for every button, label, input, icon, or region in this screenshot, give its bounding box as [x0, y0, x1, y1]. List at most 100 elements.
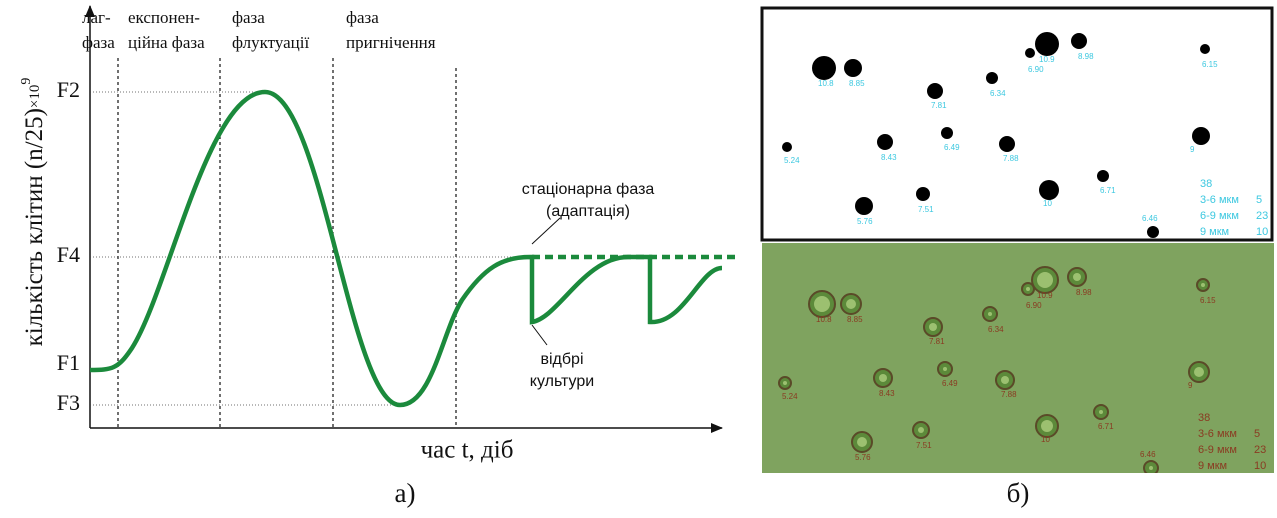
cell-label: 8.98 — [1076, 288, 1092, 297]
y-axis-multiplier: ×10 — [27, 85, 43, 108]
cell-core — [943, 367, 947, 371]
cell-label: 6.71 — [1098, 422, 1114, 431]
cell-label: 10 — [1043, 199, 1052, 208]
cell-label: 6.34 — [988, 325, 1004, 334]
phase-label: лаг- — [82, 8, 111, 27]
cell-core — [814, 296, 830, 312]
legend-range: 3-6 мкм — [1200, 194, 1239, 206]
cell-label: 6.90 — [1028, 65, 1044, 74]
cell-label: 6.90 — [1026, 301, 1042, 310]
cell-label: 5.24 — [784, 156, 800, 165]
stationary-annotation: (адаптація) — [546, 203, 630, 220]
cell-core — [988, 312, 992, 316]
y-axis-exponent: 9 — [19, 78, 34, 85]
cell-core — [1001, 376, 1009, 384]
legend-total: 38 — [1198, 412, 1210, 424]
legend-range: 9 мкм — [1200, 226, 1229, 238]
cell-core — [918, 427, 924, 433]
sampling-annotation: відбрі — [540, 351, 583, 368]
cell — [1025, 48, 1035, 58]
caption: а) — [395, 478, 416, 508]
cell-core — [846, 299, 856, 309]
level-label: F3 — [57, 390, 80, 415]
cell — [844, 59, 862, 77]
phase-label: фаза — [346, 8, 379, 27]
cell-label: 6.34 — [990, 89, 1006, 98]
y-axis-label-main: кількість клітин (n/25) — [21, 108, 48, 346]
cell-label: 10.8 — [818, 79, 834, 88]
cell-label: 7.51 — [916, 441, 932, 450]
phase-label: експонен- — [128, 8, 200, 27]
phase-label: пригнічення — [346, 33, 436, 52]
pointer — [531, 324, 548, 346]
phase-label: фаза — [82, 33, 115, 52]
legend-count: 5 — [1256, 194, 1262, 206]
cell-core — [1149, 466, 1153, 470]
cell-core — [1041, 420, 1053, 432]
cell — [812, 56, 836, 80]
cell-core — [857, 437, 867, 447]
sampling-annotation: культури — [530, 373, 594, 390]
phase-label: ційна фаза — [128, 33, 205, 52]
stationary-annotation: стаціонарна фаза — [522, 181, 655, 198]
cell — [877, 134, 893, 150]
cell-label: 7.81 — [929, 337, 945, 346]
cell-label: 5.76 — [857, 217, 873, 226]
cell — [941, 127, 953, 139]
legend-count: 23 — [1254, 444, 1266, 456]
cell-core — [783, 381, 787, 385]
cell — [1097, 170, 1109, 182]
level-label: F4 — [57, 242, 80, 267]
phase-label: флуктуації — [232, 33, 309, 52]
phase-dividers — [117, 58, 457, 428]
legend-count: 5 — [1254, 428, 1260, 440]
cell-label: 9 — [1188, 381, 1193, 390]
cell-core — [1026, 287, 1030, 291]
cell — [927, 83, 943, 99]
cell-label: 10.9 — [1039, 55, 1055, 64]
cell-label: 6.46 — [1142, 214, 1158, 223]
cell-label: 7.88 — [1001, 390, 1017, 399]
cell — [1035, 32, 1059, 56]
cell-label: 7.51 — [918, 205, 934, 214]
cell-label: 10.9 — [1037, 291, 1053, 300]
growth-curve — [89, 89, 723, 408]
legend-count: 10 — [1254, 460, 1266, 472]
cell-label: 10 — [1041, 435, 1050, 444]
cell — [916, 187, 930, 201]
cell-label: 9 — [1190, 145, 1195, 154]
cell-core — [1073, 273, 1081, 281]
cell — [782, 142, 792, 152]
cell-label: 6.15 — [1200, 296, 1216, 305]
cell-label: 7.88 — [1003, 154, 1019, 163]
cell-core — [879, 374, 887, 382]
cell-label: 8.85 — [849, 79, 865, 88]
cell — [1200, 44, 1210, 54]
legend-range: 6-9 мкм — [1200, 210, 1239, 222]
cell-label: 7.81 — [931, 101, 947, 110]
cell-label: 8.43 — [881, 153, 897, 162]
level-guides — [90, 91, 530, 406]
cell — [855, 197, 873, 215]
cell-label: 6.71 — [1100, 186, 1116, 195]
phase-label: фаза — [232, 8, 265, 27]
cell-label: 6.15 — [1202, 60, 1218, 69]
segmented-image — [760, 6, 1274, 242]
cell-label: 10.8 — [816, 315, 832, 324]
level-label: F1 — [57, 350, 80, 375]
cell — [986, 72, 998, 84]
cell — [1039, 180, 1059, 200]
microscope-image — [762, 243, 1274, 473]
y-axis-label: кількість клітин (n/25)×109 — [19, 78, 48, 347]
legend-range: 3-6 мкм — [1198, 428, 1237, 440]
cell — [999, 136, 1015, 152]
cell-label: 8.85 — [847, 315, 863, 324]
cell-label: 8.43 — [879, 389, 895, 398]
cell-label: 8.98 — [1078, 52, 1094, 61]
level-label: F2 — [57, 77, 80, 102]
cell-label: 6.49 — [944, 143, 960, 152]
cell — [1147, 226, 1159, 238]
